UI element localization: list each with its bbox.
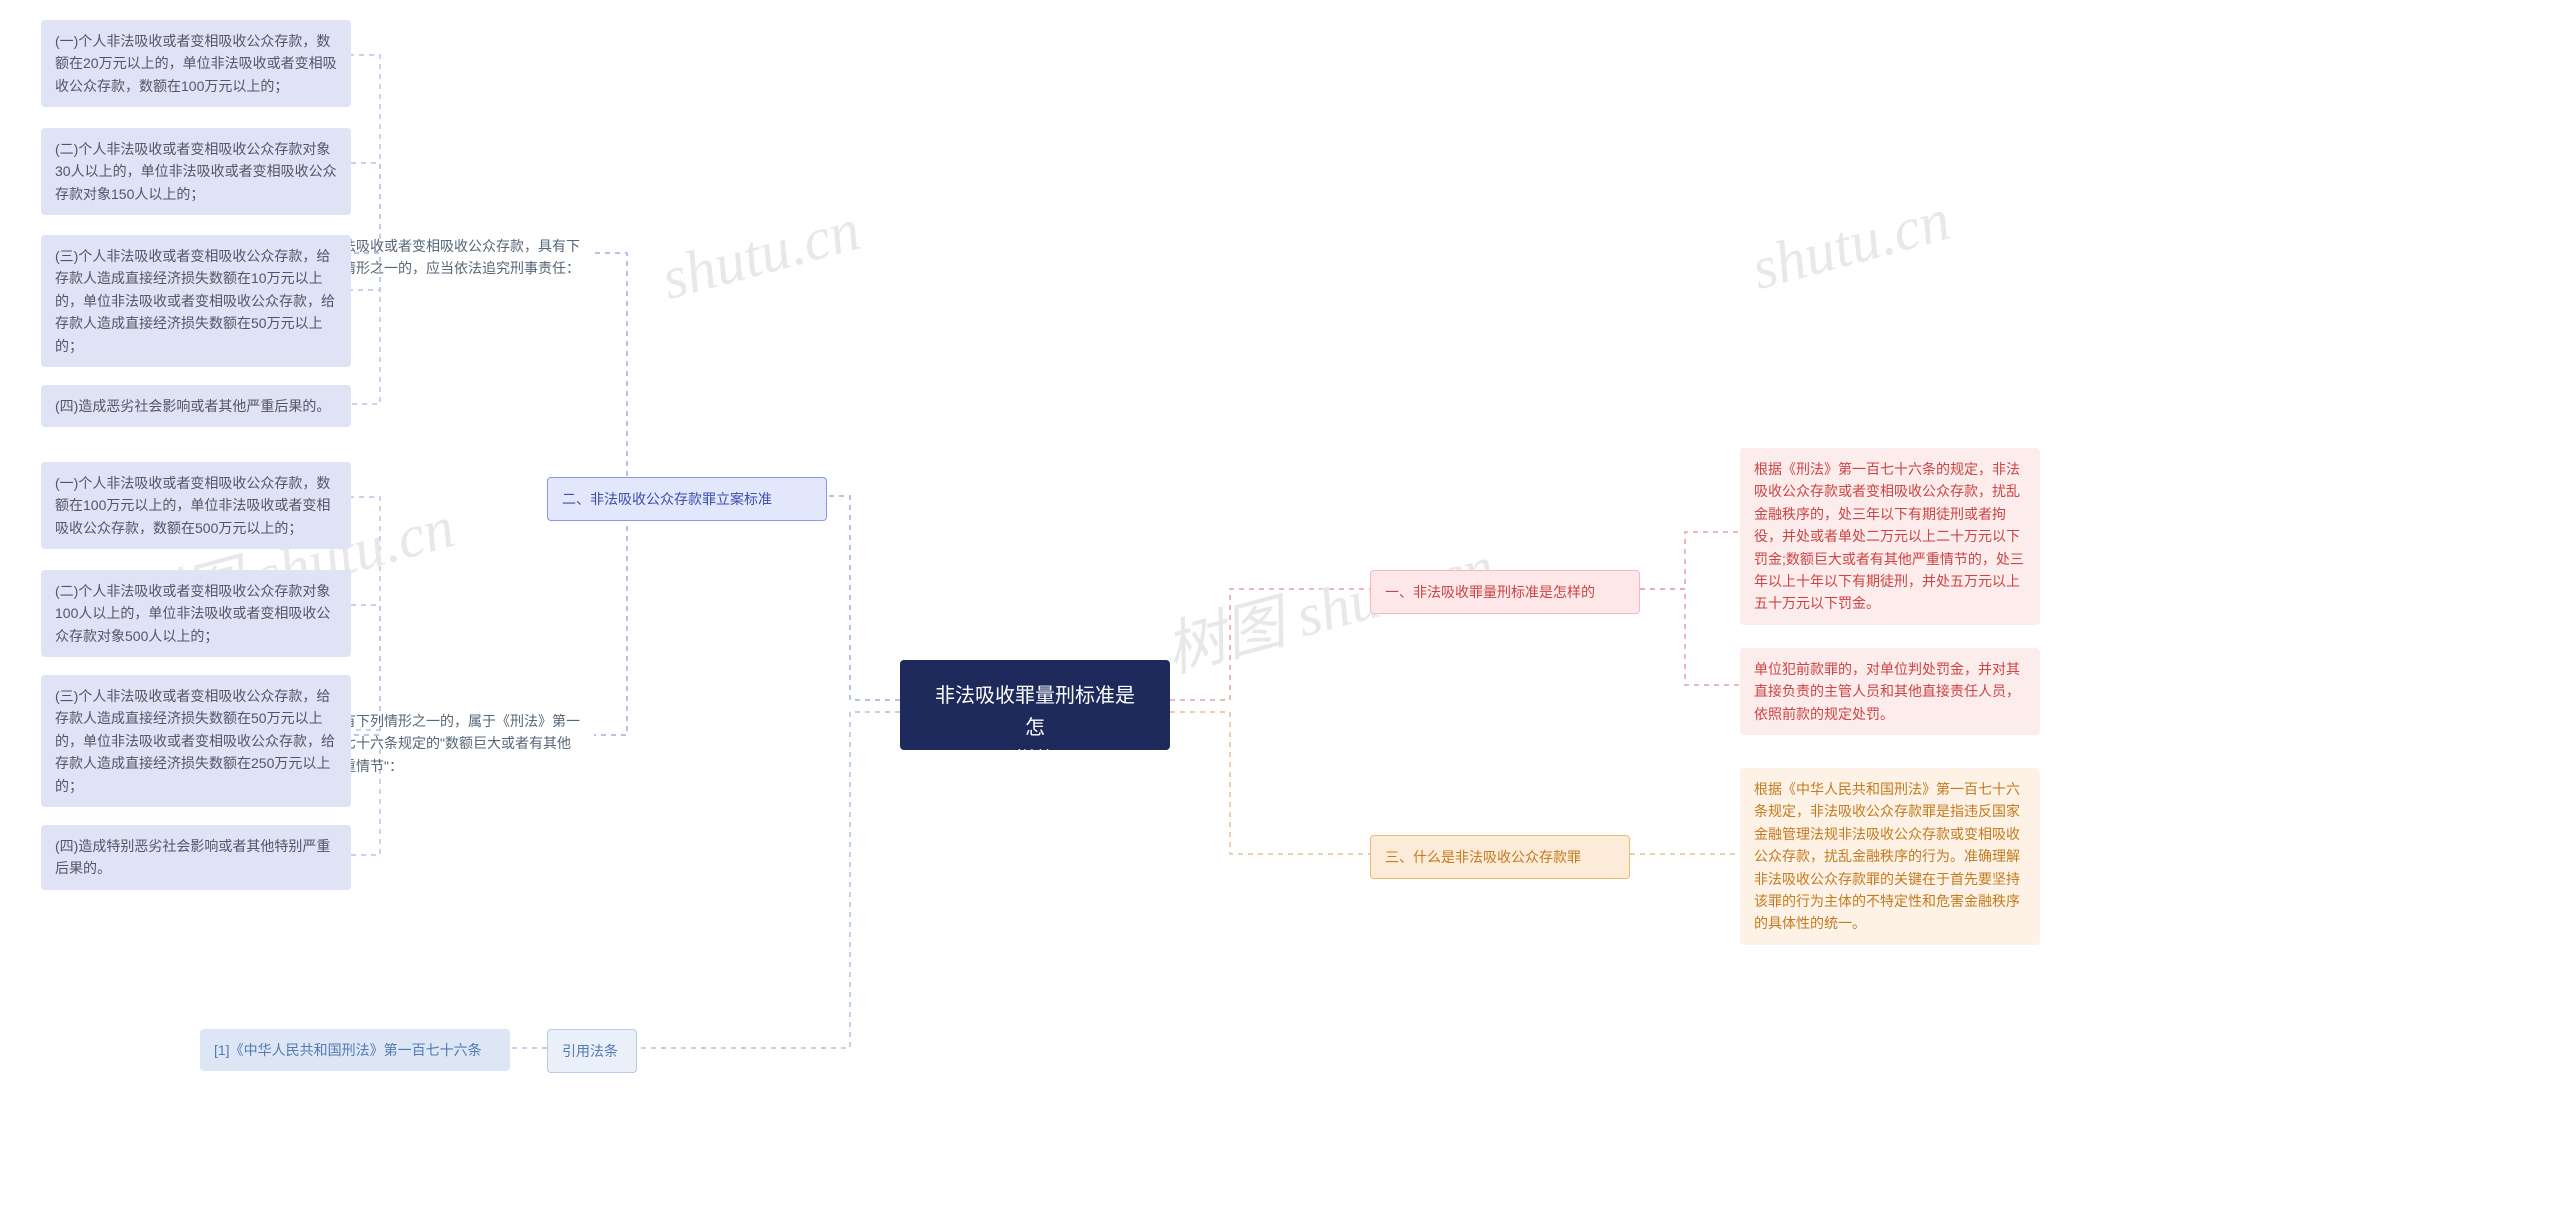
branch-2-mid-2[interactable]: 具有下列情形之一的，属于《刑法》第一百七十六条规定的"数额巨大或者有其他严重情节… <box>314 700 594 787</box>
connector-c-root-b3 <box>1170 712 1370 854</box>
branch-3[interactable]: 三、什么是非法吸收公众存款罪 <box>1370 835 1630 879</box>
branch-1-label: 一、非法吸收罪量刑标准是怎样的 <box>1385 584 1595 600</box>
b2m2l4-text: (四)造成特别恶劣社会影响或者其他特别严重后果的。 <box>55 838 330 876</box>
branch-2-label: 二、非法吸收公众存款罪立案标准 <box>562 491 772 507</box>
b2m2l1-text: (一)个人非法吸收或者变相吸收公众存款，数额在100万元以上的，单位非法吸收或者… <box>55 475 330 536</box>
b2m1l1-text: (一)个人非法吸收或者变相吸收公众存款，数额在20万元以上的，单位非法吸收或者变… <box>55 33 337 94</box>
branch-2-mid-2-leaf-1[interactable]: (一)个人非法吸收或者变相吸收公众存款，数额在100万元以上的，单位非法吸收或者… <box>41 462 351 549</box>
branch-2-mid-2-text: 具有下列情形之一的，属于《刑法》第一百七十六条规定的"数额巨大或者有其他严重情节… <box>328 713 580 774</box>
b4l1-text: [1]《中华人民共和国刑法》第一百七十六条 <box>214 1042 482 1058</box>
branch-2-mid-1-leaf-1[interactable]: (一)个人非法吸收或者变相吸收公众存款，数额在20万元以上的，单位非法吸收或者变… <box>41 20 351 107</box>
branch-2-mid-1-text: 非法吸收或者变相吸收公众存款，具有下列情形之一的，应当依法追究刑事责任： <box>328 238 580 276</box>
branch-3-leaf-1[interactable]: 根据《中华人民共和国刑法》第一百七十六条规定，非法吸收公众存款罪是指违反国家金融… <box>1740 768 2040 945</box>
root-title-line1: 非法吸收罪量刑标准是怎 <box>935 685 1135 739</box>
root-title-line2: 样的 <box>1015 749 1055 771</box>
b2m1l3-text: (三)个人非法吸收或者变相吸收公众存款，给存款人造成直接经济损失数额在10万元以… <box>55 248 335 354</box>
connector-c-root-b1 <box>1170 589 1370 700</box>
b2m1l4-text: (四)造成恶劣社会影响或者其他严重后果的。 <box>55 398 330 414</box>
branch-3-label: 三、什么是非法吸收公众存款罪 <box>1385 849 1581 865</box>
branch-3-leaf-1-text: 根据《中华人民共和国刑法》第一百七十六条规定，非法吸收公众存款罪是指违反国家金融… <box>1754 781 2020 931</box>
b2m2l3-text: (三)个人非法吸收或者变相吸收公众存款，给存款人造成直接经济损失数额在50万元以… <box>55 688 335 794</box>
branch-1-leaf-1-text: 根据《刑法》第一百七十六条的规定，非法吸收公众存款或者变相吸收公众存款，扰乱金融… <box>1754 461 2024 611</box>
branch-2-mid-2-leaf-3[interactable]: (三)个人非法吸收或者变相吸收公众存款，给存款人造成直接经济损失数额在50万元以… <box>41 675 351 807</box>
branch-2-mid-2-leaf-4[interactable]: (四)造成特别恶劣社会影响或者其他特别严重后果的。 <box>41 825 351 890</box>
connector-c-root-b2 <box>827 496 900 700</box>
branch-1-leaf-1[interactable]: 根据《刑法》第一百七十六条的规定，非法吸收公众存款或者变相吸收公众存款，扰乱金融… <box>1740 448 2040 625</box>
branch-1-leaf-2[interactable]: 单位犯前款罪的，对单位判处罚金，并对其直接负责的主管人员和其他直接责任人员，依照… <box>1740 648 2040 735</box>
branch-2-mid-1-leaf-2[interactable]: (二)个人非法吸收或者变相吸收公众存款对象30人以上的，单位非法吸收或者变相吸收… <box>41 128 351 215</box>
branch-4[interactable]: 引用法条 <box>547 1029 637 1073</box>
branch-2-mid-1[interactable]: 非法吸收或者变相吸收公众存款，具有下列情形之一的，应当依法追究刑事责任： <box>314 225 594 290</box>
branch-2-mid-1-leaf-3[interactable]: (三)个人非法吸收或者变相吸收公众存款，给存款人造成直接经济损失数额在10万元以… <box>41 235 351 367</box>
branch-2[interactable]: 二、非法吸收公众存款罪立案标准 <box>547 477 827 521</box>
branch-1[interactable]: 一、非法吸收罪量刑标准是怎样的 <box>1370 570 1640 614</box>
branch-4-leaf-1[interactable]: [1]《中华人民共和国刑法》第一百七十六条 <box>200 1029 510 1071</box>
connector-c-root-b4 <box>637 712 900 1048</box>
root-node[interactable]: 非法吸收罪量刑标准是怎 样的 <box>900 660 1170 750</box>
watermark-3: shutu.cn <box>1745 185 1958 304</box>
connector-c-b1-l2 <box>1640 589 1740 685</box>
b2m1l2-text: (二)个人非法吸收或者变相吸收公众存款对象30人以上的，单位非法吸收或者变相吸收… <box>55 141 337 202</box>
connector-c-b1-l1 <box>1640 532 1740 589</box>
b2m2l2-text: (二)个人非法吸收或者变相吸收公众存款对象100人以上的，单位非法吸收或者变相吸… <box>55 583 330 644</box>
branch-1-leaf-2-text: 单位犯前款罪的，对单位判处罚金，并对其直接负责的主管人员和其他直接责任人员，依照… <box>1754 661 2020 722</box>
branch-2-mid-2-leaf-2[interactable]: (二)个人非法吸收或者变相吸收公众存款对象100人以上的，单位非法吸收或者变相吸… <box>41 570 351 657</box>
branch-4-label: 引用法条 <box>562 1043 618 1059</box>
watermark-1: shutu.cn <box>655 195 868 314</box>
branch-2-mid-1-leaf-4[interactable]: (四)造成恶劣社会影响或者其他严重后果的。 <box>41 385 351 427</box>
